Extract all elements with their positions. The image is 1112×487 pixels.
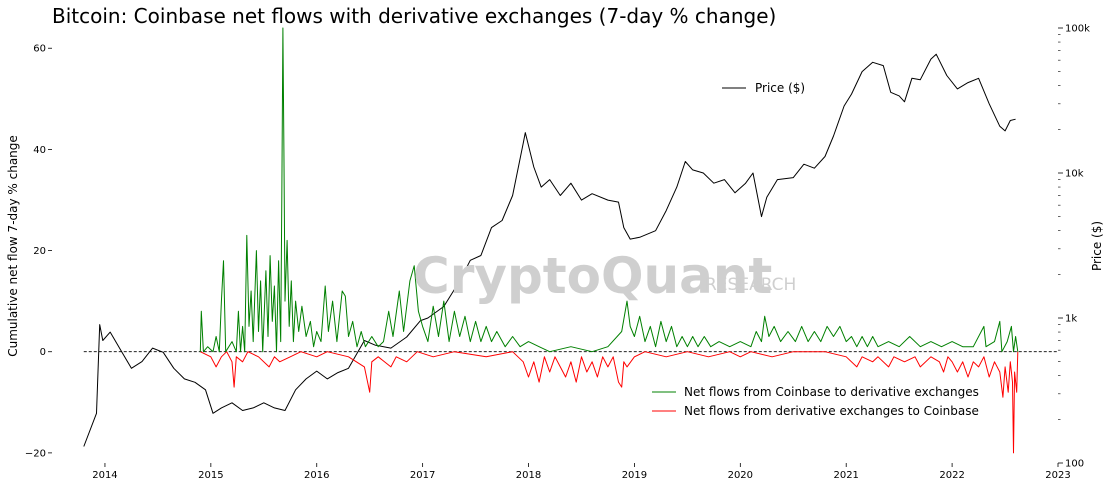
x-tick-label: 2020 bbox=[728, 470, 753, 481]
y-tick-label: −20 bbox=[25, 448, 46, 459]
y2-axis-title: Price ($) bbox=[1090, 221, 1104, 271]
y2-tick-label: 1k bbox=[1065, 314, 1077, 325]
watermark: CryptoQuant RESEARCH bbox=[413, 247, 796, 305]
x-tick-label: 2017 bbox=[410, 470, 435, 481]
legend-price-label: Price ($) bbox=[755, 81, 805, 95]
y2-tick-label: 100 bbox=[1065, 459, 1084, 470]
x-tick-label: 2021 bbox=[833, 470, 858, 481]
watermark-sub: RESEARCH bbox=[705, 275, 796, 295]
legend-price: Price ($) bbox=[722, 81, 805, 95]
x-tick-label: 2014 bbox=[92, 470, 117, 481]
chart-title: Bitcoin: Coinbase net flows with derivat… bbox=[52, 4, 776, 28]
legend-label-green: Net flows from Coinbase to derivative ex… bbox=[684, 385, 979, 399]
y-tick-label: 0 bbox=[40, 347, 46, 358]
x-tick-label: 2016 bbox=[304, 470, 329, 481]
x-tick-label: 2018 bbox=[516, 470, 541, 481]
legend-flows: Net flows from Coinbase to derivative ex… bbox=[652, 385, 979, 418]
series-line-to-derivatives bbox=[199, 27, 1019, 353]
y-tick-label: 20 bbox=[33, 246, 46, 257]
x-tick-label: 2022 bbox=[939, 470, 964, 481]
watermark-logo: CryptoQuant bbox=[413, 247, 772, 305]
legend-label-red: Net flows from derivative exchanges to C… bbox=[684, 404, 979, 418]
series-layer bbox=[83, 27, 1019, 454]
series-line-price bbox=[83, 53, 1016, 447]
x-tick-label: 2023 bbox=[1045, 470, 1070, 481]
y-tick-label: 40 bbox=[33, 145, 46, 156]
x-tick-label: 2019 bbox=[622, 470, 647, 481]
axes: 2014 2015 2016 2017 2018 2019 2020 2021 2022 2023… bbox=[25, 24, 1090, 482]
y2-tick-label: 10k bbox=[1065, 169, 1084, 180]
y-tick-label: 60 bbox=[33, 44, 46, 55]
series-line-to-coinbase bbox=[200, 351, 1019, 454]
y-axis-title: Cumulative net flow 7-day % change bbox=[6, 135, 20, 357]
y2-tick-label: 100k bbox=[1065, 24, 1090, 35]
x-tick-label: 2015 bbox=[198, 470, 223, 481]
